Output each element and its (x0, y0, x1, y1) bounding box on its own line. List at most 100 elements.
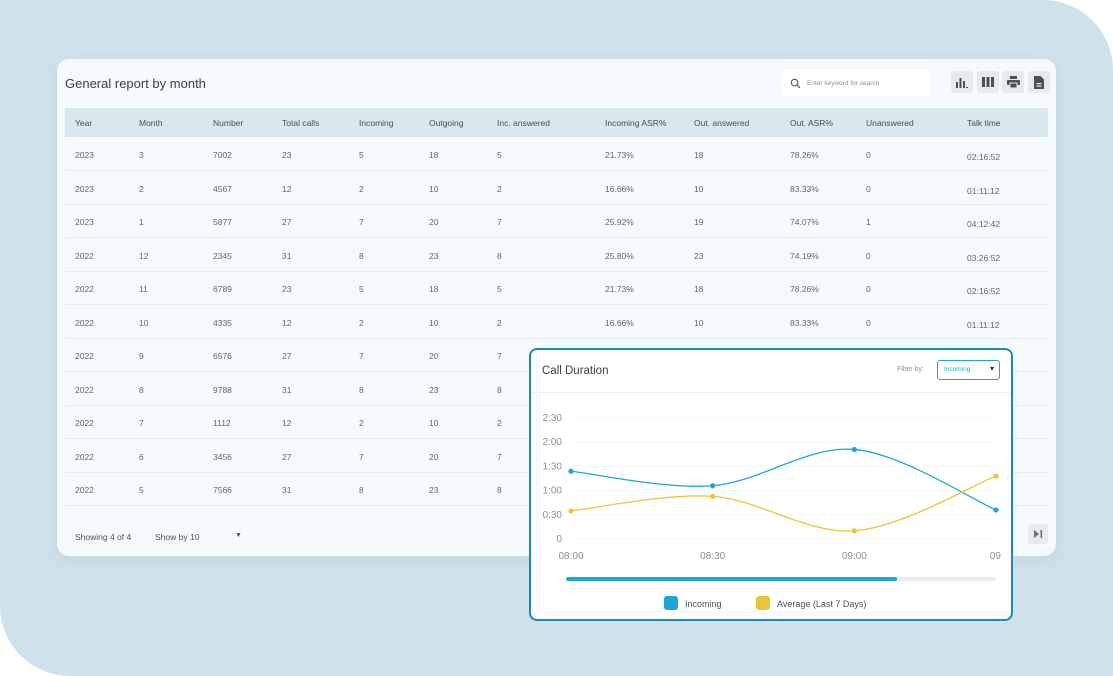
y-tick-label: 1:00 (543, 486, 563, 497)
table-cell: 8 (359, 485, 364, 495)
table-cell: 7 (359, 451, 364, 462)
column-header[interactable]: Incoming ASR% (605, 118, 667, 128)
table-cell: 02:16:52 (967, 152, 1001, 162)
table-cell: 18 (429, 284, 439, 294)
table-cell: 74.07% (790, 217, 819, 227)
table-cell: 23 (282, 150, 292, 160)
table-cell: 6789 (213, 284, 232, 294)
table-cell: 0 (866, 183, 871, 194)
table-cell: 7 (359, 217, 364, 227)
y-tick-label: 2:00 (543, 437, 563, 448)
y-tick-label: 2:30 (543, 413, 563, 424)
call-duration-popup: Call Duration Filter by: Incoming ▾ 0 0:3… (529, 348, 1013, 621)
table-cell: 3 (139, 150, 144, 160)
table-cell: 0 (866, 150, 871, 160)
data-point (568, 468, 574, 474)
series-line-average (570, 475, 997, 532)
popup-title: Call Duration (542, 365, 609, 377)
column-header[interactable]: Outgoing (429, 118, 464, 128)
table-row[interactable]: 2023 2 4567 12 2 10 2 16.66% 10 83.33% 0 01:11:12 (65, 171, 1048, 205)
last-page-icon (1033, 530, 1042, 538)
data-point (993, 507, 999, 513)
show-by-select[interactable]: Show by 10 ▼ (155, 532, 242, 542)
table-cell: 7566 (213, 485, 232, 495)
table-cell: 11 (139, 284, 148, 294)
table-cell: 2022 (75, 284, 94, 294)
table-row[interactable]: 2022 12 2345 31 8 23 8 25.80% 23 74.19% 0 03:26:52 (65, 238, 1048, 272)
table-cell: 27 (282, 217, 292, 227)
table-cell: 31 (282, 485, 292, 495)
table-cell: 5 (359, 284, 364, 294)
caret-down-icon: ▾ (989, 364, 994, 373)
table-cell: 2 (497, 418, 502, 428)
table-cell: 6 (139, 451, 144, 462)
table-cell: 83.33% (790, 317, 819, 328)
table-cell: 1112 (213, 418, 231, 428)
column-header[interactable]: Out. answered (694, 118, 750, 128)
x-tick-label: 09 (990, 551, 1002, 562)
table-row[interactable]: 2023 1 5877 27 7 20 7 25.92% 19 74.07% 1 04:12:42 (65, 204, 1048, 238)
data-point (710, 493, 716, 500)
table-cell: 5 (139, 485, 144, 495)
chevron-down-icon: ▼ (235, 532, 242, 539)
chart-view-button[interactable] (951, 71, 973, 93)
table-cell: 4567 (213, 183, 232, 194)
column-header[interactable]: Month (139, 118, 163, 128)
table-cell: 16.66% (605, 183, 634, 194)
table-cell: 20 (429, 451, 439, 462)
column-header[interactable]: Total calls (282, 118, 320, 128)
column-header[interactable]: Inc. answered (497, 118, 550, 128)
legend-label-average: Average (Last 7 Days) (777, 599, 867, 609)
table-cell: 01:11:12 (967, 185, 1000, 196)
table-row[interactable]: 2023 3 7002 23 5 18 5 21.73% 18 78.26% 0 02:16:52 (65, 137, 1048, 171)
table-cell: 04:12:42 (967, 219, 1001, 229)
table-cell: 21.73% (605, 150, 634, 160)
column-header[interactable]: Talk time (967, 118, 1001, 128)
table-cell: 8 (497, 485, 502, 495)
table-cell: 9 (139, 351, 144, 361)
table-cell: 20 (429, 217, 439, 227)
search-input[interactable] (807, 79, 917, 87)
table-cell: 2022 (75, 317, 94, 328)
table-cell: 12 (282, 418, 292, 428)
column-header[interactable]: Out. ASR% (790, 118, 833, 128)
data-point (851, 446, 857, 453)
y-tick-label: 1:30 (543, 461, 563, 472)
table-cell: 7 (139, 418, 144, 428)
show-by-label: Show by 10 (155, 532, 200, 542)
table-cell: 0 (866, 317, 871, 328)
table-cell: 23 (694, 250, 704, 261)
table-cell: 21.73% (605, 284, 634, 294)
filter-select[interactable]: Incoming ▾ (937, 360, 1000, 380)
column-header[interactable]: Number (213, 118, 244, 128)
table-cell: 16.66% (605, 317, 634, 328)
table-row[interactable]: 2022 10 4335 12 2 10 2 16.66% 10 83.33% 0 01:11:12 (65, 305, 1048, 339)
table-cell: 02:16:52 (967, 286, 1001, 296)
print-button[interactable] (1002, 71, 1024, 93)
export-button[interactable] (1028, 71, 1050, 93)
columns-button[interactable] (977, 71, 999, 93)
column-header[interactable]: Unanswered (866, 118, 914, 128)
column-header[interactable]: Incoming (359, 118, 394, 128)
table-header: Year Month Number Total calls Incoming Outgoi… (65, 108, 1048, 137)
print-icon (1006, 76, 1020, 88)
table-row[interactable]: 2022 11 6789 23 5 18 5 21.73% 18 78.26% 0 02:16:52 (65, 271, 1048, 305)
filter-label: Filter by: (897, 366, 924, 373)
table-cell: 27 (282, 451, 292, 462)
table-cell: 5 (497, 284, 502, 294)
column-header[interactable]: Year (75, 118, 93, 128)
last-page-button[interactable] (1028, 524, 1048, 544)
y-tick-label: 0:30 (543, 510, 563, 521)
table-cell: 2345 (213, 250, 232, 261)
table-cell: 7 (497, 451, 502, 462)
table-cell: 23 (429, 485, 439, 495)
export-file-icon (1034, 75, 1044, 89)
table-cell: 10 (139, 317, 149, 328)
search-box[interactable] (781, 70, 930, 96)
table-cell: 9788 (213, 384, 232, 395)
table-cell: 2 (359, 183, 364, 194)
table-cell: 10 (694, 317, 704, 328)
table-cell: 8 (139, 384, 144, 395)
columns-icon (982, 77, 994, 87)
table-cell: 10 (694, 183, 704, 194)
